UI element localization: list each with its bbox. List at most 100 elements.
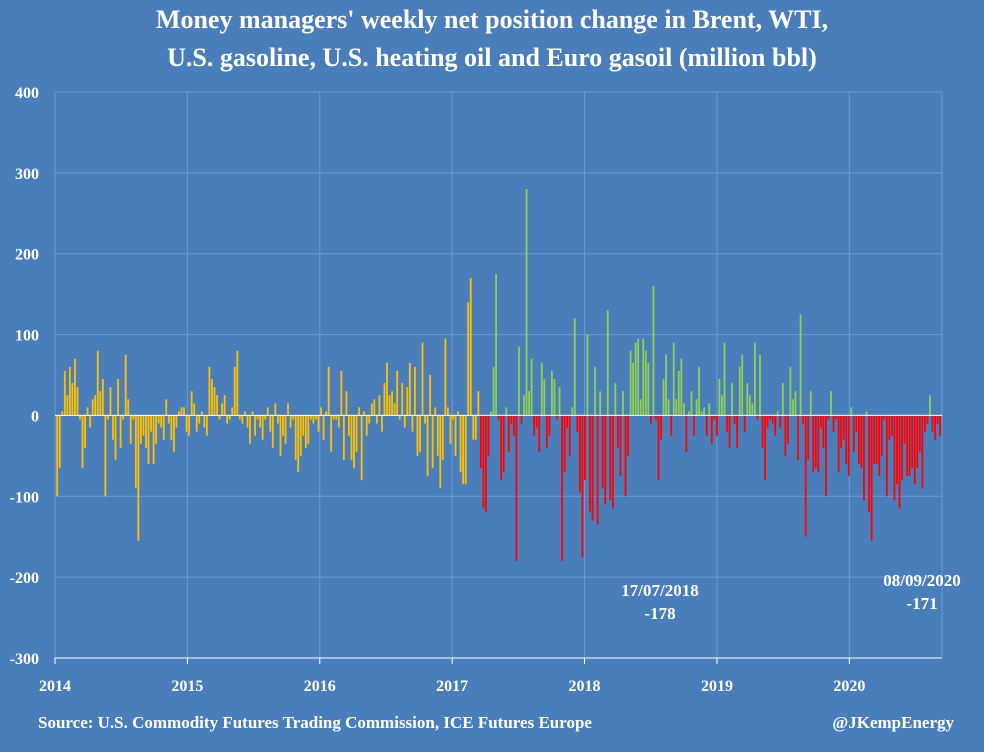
- bar: [452, 415, 454, 420]
- bar: [86, 407, 89, 416]
- bar: [809, 391, 812, 416]
- x-tick-label: 2016: [304, 678, 336, 695]
- bar: [358, 407, 360, 416]
- bar: [477, 391, 480, 416]
- bar: [591, 415, 594, 521]
- bar: [63, 370, 66, 416]
- x-axis-ticks: 2014 2015 2016 2017 2018 2019 2020: [39, 658, 865, 695]
- bar: [766, 415, 769, 428]
- bar: [695, 399, 698, 416]
- bar: [315, 415, 317, 420]
- bar: [619, 415, 622, 477]
- bar: [304, 415, 307, 448]
- bar: [556, 415, 558, 420]
- bar: [832, 415, 835, 432]
- bar: [375, 415, 378, 424]
- bar: [606, 310, 609, 416]
- bar: [754, 342, 756, 416]
- bar: [170, 415, 173, 440]
- bar: [221, 403, 223, 416]
- y-tick-label: 200: [15, 247, 39, 264]
- bar: [190, 391, 193, 416]
- bar: [528, 391, 530, 416]
- bar: [700, 411, 703, 416]
- bar: [731, 383, 733, 416]
- bar: [558, 387, 561, 416]
- bar: [68, 366, 71, 416]
- author-handle: @JKempEnergy: [832, 713, 954, 732]
- bar: [345, 391, 348, 416]
- bar: [342, 415, 345, 460]
- bar: [178, 411, 180, 416]
- bar: [771, 415, 774, 424]
- bar: [825, 415, 827, 497]
- bar: [487, 415, 490, 456]
- bar: [538, 415, 541, 452]
- annotation-value-2020: -171: [906, 594, 937, 613]
- bar: [743, 415, 746, 432]
- bar: [330, 415, 333, 452]
- bar: [485, 415, 487, 513]
- bar: [913, 415, 916, 485]
- bar: [883, 415, 886, 420]
- bar: [751, 403, 754, 416]
- bar: [553, 379, 556, 416]
- y-tick-label: 100: [15, 328, 39, 345]
- bar: [259, 415, 262, 428]
- bar: [246, 415, 249, 428]
- bar: [863, 415, 865, 501]
- bar: [251, 411, 254, 416]
- bar: [896, 415, 898, 485]
- bar: [710, 415, 713, 444]
- bar: [901, 415, 903, 481]
- bar: [647, 362, 650, 416]
- bar: [406, 387, 409, 416]
- bar: [89, 415, 92, 428]
- bar: [639, 399, 642, 416]
- annotation-value-2018: -178: [644, 604, 675, 623]
- bar: [312, 415, 315, 424]
- bar: [365, 415, 368, 436]
- bar: [891, 415, 893, 436]
- bar: [147, 415, 150, 464]
- bar: [589, 415, 591, 513]
- bar: [58, 415, 61, 468]
- bar: [858, 415, 860, 464]
- bar: [274, 403, 277, 416]
- bar: [408, 362, 411, 416]
- bar: [264, 415, 267, 420]
- bar: [66, 395, 69, 416]
- bar: [117, 379, 119, 416]
- bar: [426, 415, 429, 477]
- bar: [216, 395, 218, 416]
- bar: [101, 379, 104, 416]
- bar: [213, 387, 216, 416]
- bar: [160, 415, 163, 428]
- bar: [934, 415, 936, 440]
- bar: [454, 415, 457, 456]
- bar: [381, 415, 383, 432]
- bar: [535, 415, 538, 428]
- bar: [431, 415, 434, 468]
- bar: [850, 407, 853, 416]
- bar: [568, 415, 571, 456]
- bar: [299, 415, 302, 456]
- bar: [594, 366, 596, 416]
- bar: [467, 302, 470, 416]
- bar: [198, 415, 201, 424]
- bar: [936, 415, 939, 424]
- bar: [520, 415, 523, 424]
- bar: [320, 407, 322, 416]
- bar: [444, 338, 447, 416]
- bar: [573, 318, 576, 416]
- bar: [122, 415, 125, 420]
- bar: [667, 399, 670, 416]
- bar: [398, 415, 401, 420]
- bar: [441, 415, 444, 460]
- bar: [185, 415, 188, 432]
- bar: [781, 383, 784, 416]
- bar: [340, 370, 343, 416]
- bar: [931, 415, 934, 432]
- bar: [748, 395, 751, 416]
- bar: [840, 415, 843, 448]
